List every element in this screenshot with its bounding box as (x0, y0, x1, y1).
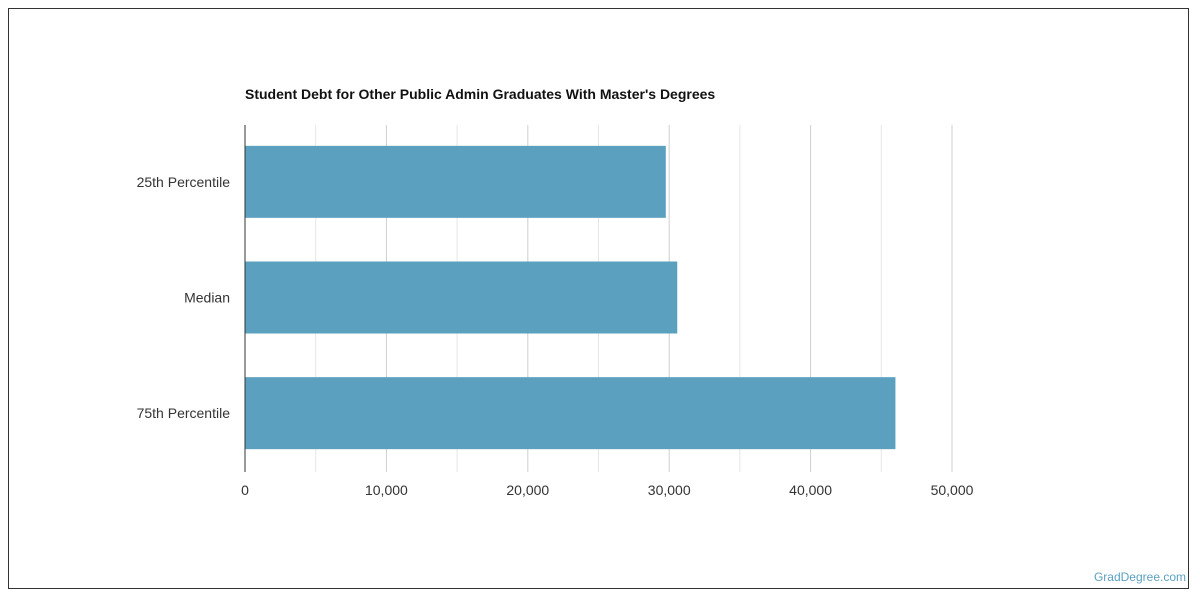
category-label: Median (184, 290, 230, 306)
x-tick-label: 30,000 (648, 482, 691, 498)
x-tick-label: 50,000 (931, 482, 974, 498)
source-credit-link[interactable]: GradDegree.com (1093, 570, 1186, 584)
bar (245, 261, 678, 334)
category-label: 25th Percentile (137, 174, 231, 190)
bar (245, 145, 666, 218)
chart-title: Student Debt for Other Public Admin Grad… (245, 86, 716, 102)
category-label: 75th Percentile (137, 405, 231, 421)
x-tick-label: 20,000 (506, 482, 549, 498)
x-tick-label: 10,000 (365, 482, 408, 498)
x-tick-label: 0 (241, 482, 249, 498)
bar (245, 377, 896, 450)
x-tick-label: 40,000 (789, 482, 832, 498)
